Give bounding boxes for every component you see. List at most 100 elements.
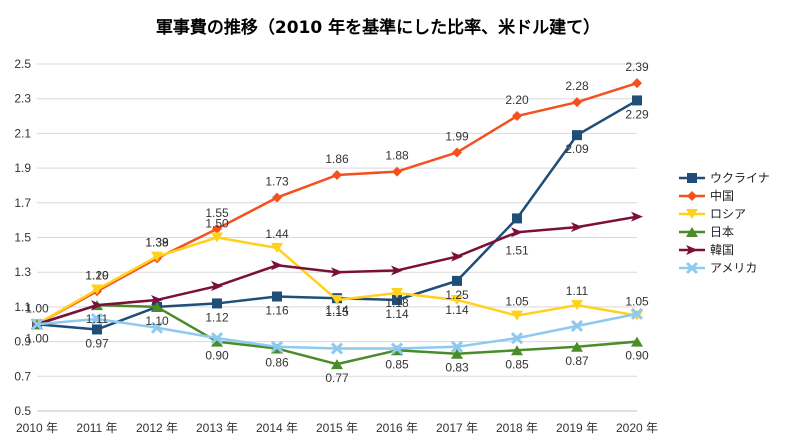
data-label: 1.10 [145,314,169,328]
data-label: 1.19 [85,268,109,282]
data-labels: 0.971.12 1.16 1.15 1.141.252.092.291.001.19… [25,60,649,385]
data-label: 1.11 [566,284,589,298]
y-tick-label: 2.1 [14,126,31,140]
data-label: 0.77 [325,371,349,385]
data-point [451,251,463,262]
legend-label: 日本 [710,225,734,239]
legend-item[interactable]: ウクライナ [679,171,770,185]
legend-label: ロシア [710,207,746,221]
data-point [151,294,163,305]
x-tick-label: 2019 年 [556,421,598,435]
data-label: 1.44 [265,227,289,241]
y-tick-label: 1.9 [14,161,31,175]
data-label: 1.05 [505,295,529,309]
data-point [632,95,642,106]
data-label: 1.14 [445,303,469,317]
series-4 [31,211,643,330]
data-point [570,319,584,333]
series-1 [32,78,642,330]
data-point [452,275,462,286]
legend-label: 韓国 [710,243,734,257]
x-tick-label: 2018 年 [496,421,538,435]
data-point [630,307,644,320]
legend-item[interactable]: 中国 [679,188,734,203]
data-label: 0.85 [385,357,409,371]
data-point [631,211,643,222]
x-tick-label: 2013 年 [196,421,238,435]
data-point [390,342,404,355]
x-tick-label: 2015 年 [316,421,358,435]
data-point [331,359,343,370]
data-point [392,166,402,177]
data-label: 1.73 [265,175,289,189]
data-point [330,342,344,355]
data-label: 1.86 [325,152,349,166]
data-label: 1.15 [325,305,349,319]
legend-marker [687,191,697,201]
legend-item[interactable]: アメリカ [679,261,757,275]
x-axis: 2010 年 2011 年 2012 年 2013 年 2014 年 2015 年 2016… [16,421,658,435]
data-label: 1.38 [145,235,169,249]
data-point [632,78,642,89]
data-point [211,232,223,243]
data-point [631,336,643,347]
data-point [151,301,163,312]
data-point [91,284,103,295]
y-tick-label: 2.5 [14,57,31,71]
series-5 [30,307,644,355]
legend-marker [686,245,698,255]
legend-label: アメリカ [710,261,757,275]
data-point [451,348,463,359]
data-point [572,130,582,141]
data-point [511,345,523,356]
data-point [150,321,164,334]
y-tick-label: 1.5 [14,231,31,245]
data-point [451,294,463,305]
chart-title: 軍事費の推移（2010 年を基準にした比率、米ドル建て） [156,17,600,38]
x-tick-label: 2017 年 [436,421,478,435]
data-label: 0.97 [85,336,109,350]
y-tick-label: 2.3 [14,92,31,106]
data-label: 0.90 [625,349,649,363]
data-label: 1.18 [385,296,409,310]
y-tick-label: 0.9 [14,335,31,349]
data-point [212,223,222,234]
data-label: 0.86 [265,356,289,370]
data-point [571,222,583,233]
data-label: 1.50 [205,217,229,231]
data-point [210,332,224,345]
data-label: 2.39 [625,60,649,74]
data-point [272,192,282,203]
legend-item[interactable]: ロシア [679,207,746,221]
data-point [212,298,222,309]
data-point [271,242,283,253]
legend-item[interactable]: 日本 [679,225,734,239]
data-point [151,251,163,262]
data-label: 1.11 [86,312,109,326]
data-point [211,281,223,292]
legend-marker [686,209,698,219]
data-point [511,310,523,321]
data-point [391,265,403,276]
data-label: 2.28 [565,79,589,93]
data-point [90,312,104,326]
data-point [512,111,522,122]
data-point [511,227,523,238]
gridlines [37,63,637,412]
data-point [331,294,343,305]
legend-item[interactable]: 韓国 [679,243,734,257]
data-label: 1.39 [145,236,169,250]
data-point [571,341,583,352]
data-label: 1.00 [25,331,49,345]
data-point [211,336,223,347]
data-label: 0.87 [565,354,589,368]
x-tick-label: 2014 年 [256,421,298,435]
data-point [92,324,102,335]
series-line [36,81,638,326]
data-label: 1.00 [25,301,49,315]
data-point [331,267,343,278]
legend-marker [686,227,698,237]
